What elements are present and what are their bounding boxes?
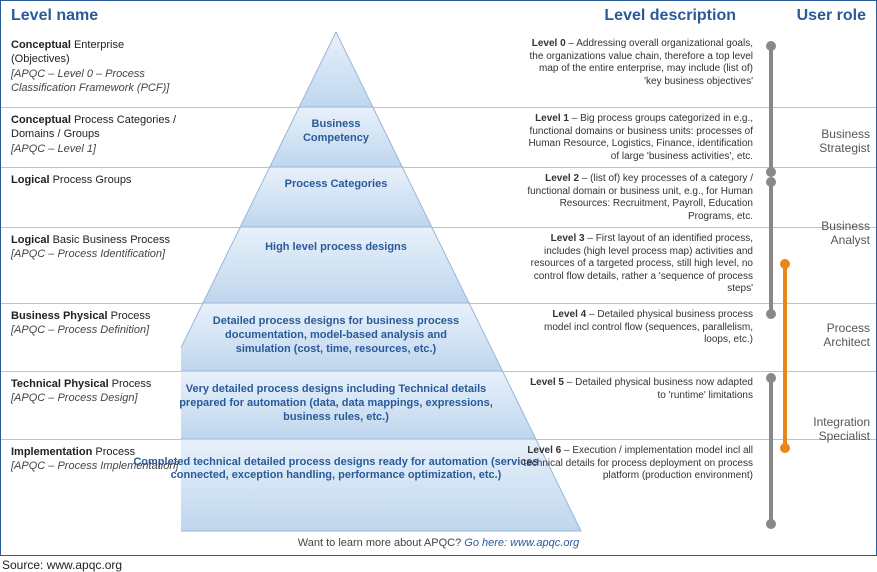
row-divider [1,439,876,440]
level-desc-row: Level 1 – Big process groups categorized… [523,113,753,163]
role-label: Integration Specialist [780,415,870,444]
level-desc-row: Level 5 – Detailed physical business now… [523,377,753,402]
row-divider [1,303,876,304]
footer-link[interactable]: Go here: www.apqc.org [464,537,579,549]
level-desc-row: Level 4 – Detailed physical business pro… [523,309,753,347]
level-name-row: Implementation Process[APQC – Process Im… [11,445,181,474]
level-desc-row: Level 2 – (list of) key processes of a c… [523,173,753,223]
level-name-row: Conceptual Enterprise (Objectives)[APQC … [11,38,181,95]
pyramid-slice-label: Detailed process designs for business pr… [198,315,474,356]
level-name-row: Conceptual Process Categories / Domains … [11,113,181,156]
level-desc-row: Level 6 – Execution / implementation mod… [523,445,753,483]
footer-note: Want to learn more about APQC? Go here: … [1,537,876,549]
level-name-row: Logical Process Groups [11,173,181,187]
level-name-row: Technical Physical Process[APQC – Proces… [11,377,181,406]
row-divider [1,167,876,168]
header-level-description: Level description [604,7,736,25]
role-bar [769,45,773,173]
pyramid-slice-label: Completed technical detailed process des… [131,456,540,484]
footer-text: Want to learn more about APQC? [298,537,465,549]
level-desc-row: Level 0 – Addressing overall organizatio… [523,38,753,88]
pyramid-slice-label: High level process designs [231,241,441,255]
diagram-frame: Level name Level description User role B… [0,0,877,556]
pyramid-slice-label: Business Competency [286,118,386,146]
row-divider [1,227,876,228]
row-divider [1,371,876,372]
role-label: Business Strategist [780,127,870,156]
role-bar [769,377,773,525]
role-bar [769,181,773,315]
role-label: Process Architect [780,321,870,350]
level-name-row: Business Physical Process[APQC – Process… [11,309,181,338]
header-level-name: Level name [11,7,98,25]
pyramid-slice-label: Process Categories [261,178,410,192]
level-desc-row: Level 3 – First layout of an identified … [523,233,753,296]
role-label: Business Analyst [780,219,870,248]
header-user-role: User role [797,7,866,25]
row-divider [1,107,876,108]
pyramid-slice-label: Very detailed process designs including … [168,383,505,424]
level-name-row: Logical Basic Business Process[APQC – Pr… [11,233,181,262]
